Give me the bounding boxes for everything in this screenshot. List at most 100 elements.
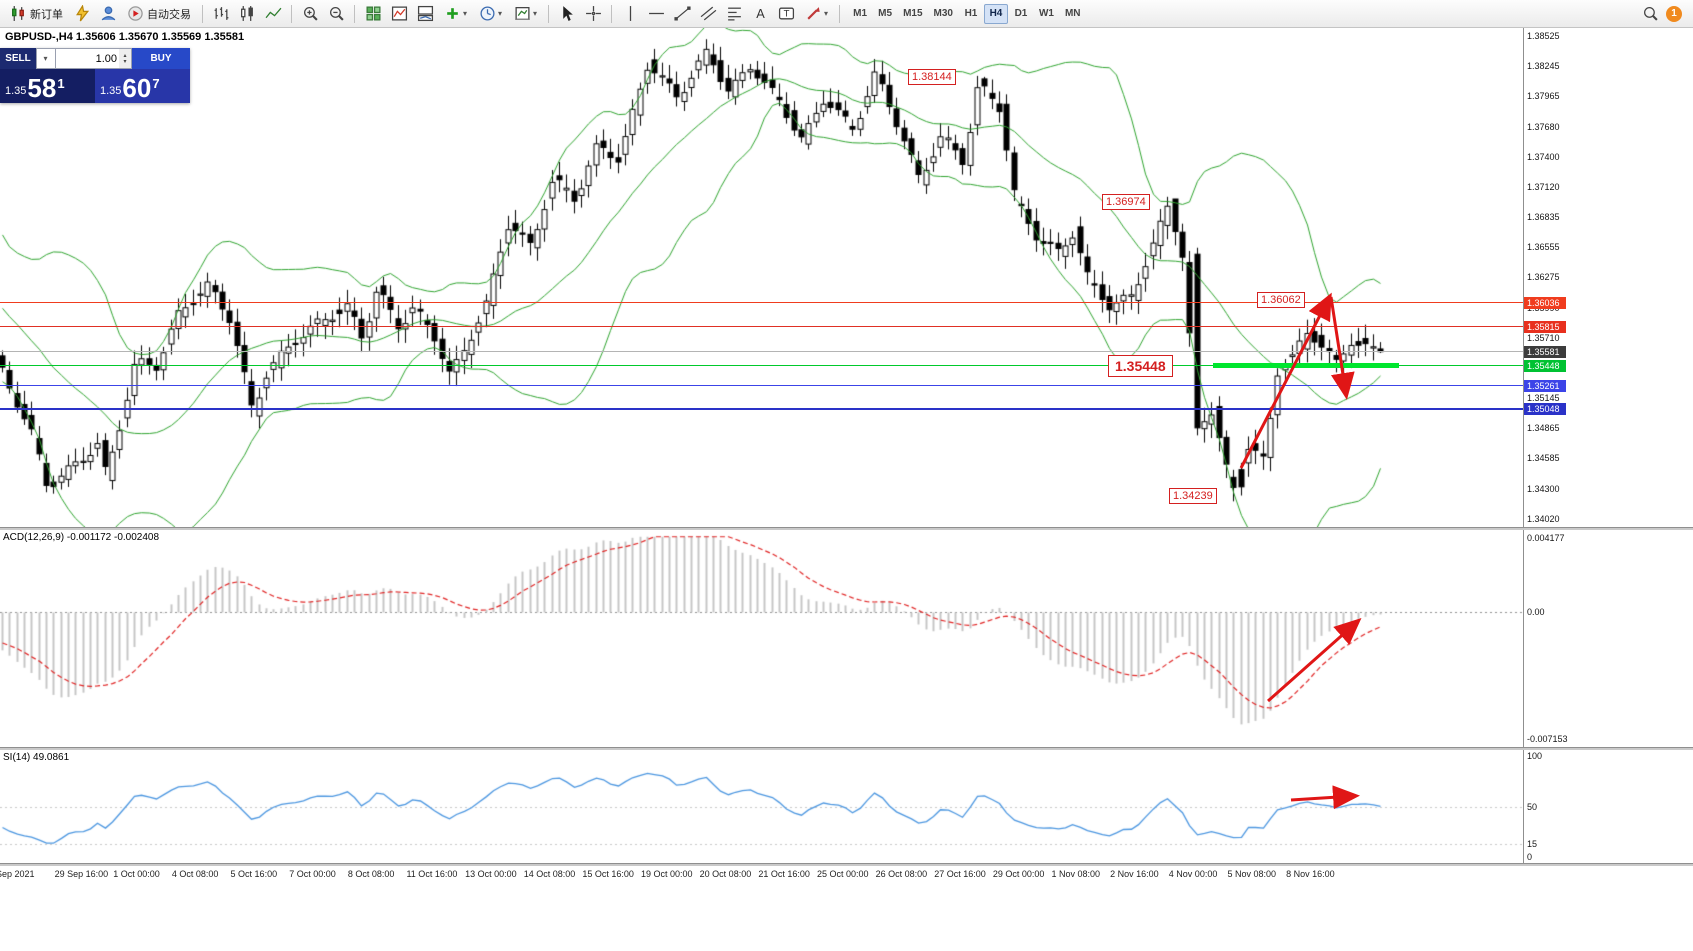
price-axis-label: 1.37120 xyxy=(1527,181,1560,192)
new-order-label: 新订单 xyxy=(30,8,63,21)
time-axis-label: 11 Oct 16:00 xyxy=(406,869,458,879)
rsi-panel-canvas[interactable] xyxy=(0,750,1523,863)
buy-price-big: 60 xyxy=(122,73,152,103)
level-line[interactable] xyxy=(0,302,1523,304)
sell-price-sup: 1 xyxy=(57,76,65,91)
time-axis-label: 19 Oct 00:00 xyxy=(641,869,693,879)
level-line[interactable] xyxy=(0,365,1523,367)
level-line[interactable] xyxy=(0,326,1523,328)
arrows-dropdown[interactable]: ▾ xyxy=(800,3,833,25)
time-axis-label: 29 Sep 16:00 xyxy=(54,869,109,879)
price-axis-label: 1.37400 xyxy=(1527,151,1560,162)
svg-text:T: T xyxy=(783,9,789,20)
price-annotation[interactable]: 1.38144 xyxy=(908,68,956,85)
toolbar-separator xyxy=(202,4,203,23)
price-annotation[interactable]: 1.36062 xyxy=(1257,292,1305,309)
macd-panel-canvas[interactable] xyxy=(0,530,1523,747)
time-axis-label: 1 Nov 08:00 xyxy=(1051,869,1101,879)
clock-icon xyxy=(479,5,496,22)
chevron-down-icon: ▾ xyxy=(498,9,503,18)
panel-divider[interactable] xyxy=(0,747,1693,750)
price-axis-label: 1.34020 xyxy=(1527,514,1560,524)
candle-chart-button[interactable] xyxy=(235,3,259,25)
crosshair-button[interactable] xyxy=(581,3,605,25)
spin-up-icon[interactable]: ▴ xyxy=(123,52,127,59)
timeframe-m1[interactable]: M1 xyxy=(853,8,868,19)
metaeditor-button[interactable] xyxy=(70,3,94,25)
order-type-dropdown[interactable]: ▾ xyxy=(36,48,56,69)
sell-price-big: 58 xyxy=(27,73,57,103)
volume-stepper[interactable]: ▴ ▾ xyxy=(119,49,131,68)
level-line[interactable] xyxy=(0,407,1523,410)
channel-tool[interactable] xyxy=(696,3,720,25)
price-tag: 1.35815 xyxy=(1524,320,1566,333)
timeframe-w1[interactable]: W1 xyxy=(1038,8,1054,19)
sell-button[interactable]: SELL xyxy=(0,48,36,69)
text-tool[interactable]: A xyxy=(748,3,772,25)
add-indicator-dropdown[interactable]: ▾ xyxy=(439,3,472,25)
indicator-window-button[interactable] xyxy=(413,3,437,25)
timeframe-h1[interactable]: H1 xyxy=(964,8,978,19)
price-annotation[interactable]: 1.35448 xyxy=(1108,354,1173,377)
auto-trading-button[interactable]: 自动交易 xyxy=(122,3,196,25)
price-axis-label: 1.35710 xyxy=(1527,332,1560,343)
price-annotation[interactable]: 1.34239 xyxy=(1169,487,1217,504)
price-annotation[interactable]: 1.36974 xyxy=(1102,194,1150,211)
buy-price-display[interactable]: 1.35 60 7 xyxy=(95,69,190,103)
periods-dropdown[interactable]: ▾ xyxy=(474,3,507,25)
indicators-button[interactable] xyxy=(387,3,411,25)
timeframe-m15[interactable]: M15 xyxy=(903,8,923,19)
price-axis-label: 1.36275 xyxy=(1527,272,1560,283)
new-order-button[interactable]: 新订单 xyxy=(5,3,68,25)
trendline-tool[interactable] xyxy=(670,3,694,25)
line-chart-button[interactable] xyxy=(261,3,285,25)
toolbar-separator xyxy=(839,4,841,23)
panel-divider[interactable] xyxy=(0,527,1693,530)
timeframe-d1[interactable]: D1 xyxy=(1014,8,1028,19)
buy-button[interactable]: BUY xyxy=(132,48,190,69)
macd-axis-label: -0.007153 xyxy=(1527,734,1568,744)
search-button[interactable] xyxy=(1638,3,1662,25)
price-chart-canvas[interactable] xyxy=(0,28,1523,527)
timeframe-mn[interactable]: MN xyxy=(1064,8,1081,19)
bar-chart-button[interactable] xyxy=(209,3,233,25)
zoom-in-icon xyxy=(302,5,319,22)
notification-badge[interactable]: 1 xyxy=(1666,5,1682,22)
time-axis-label: 5 Oct 16:00 xyxy=(230,869,278,879)
volume-input[interactable] xyxy=(56,48,132,69)
zoom-out-button[interactable] xyxy=(324,3,348,25)
time-axis-label: 5 Nov 08:00 xyxy=(1227,869,1276,879)
level-line[interactable] xyxy=(0,385,1523,387)
price-axis-border xyxy=(1523,28,1524,863)
fibonacci-tool[interactable] xyxy=(722,3,746,25)
cursor-button[interactable] xyxy=(555,3,579,25)
level-line[interactable] xyxy=(0,351,1523,353)
time-axis-label: Sep 2021 xyxy=(0,869,35,879)
time-axis-label: 2 Nov 16:00 xyxy=(1110,869,1159,879)
time-axis-label: 29 Oct 00:00 xyxy=(992,869,1045,879)
templates-dropdown[interactable]: ▾ xyxy=(509,3,542,25)
price-axis-label: 1.34865 xyxy=(1527,423,1560,434)
timeframe-h4[interactable]: H4 xyxy=(983,3,1008,24)
timeframe-m5[interactable]: M5 xyxy=(878,8,893,19)
profiles-button[interactable] xyxy=(96,3,120,25)
svg-text:A: A xyxy=(756,6,765,21)
horizontal-line-tool[interactable] xyxy=(644,3,668,25)
vertical-line-tool[interactable] xyxy=(618,3,642,25)
spin-down-icon[interactable]: ▾ xyxy=(123,58,127,65)
time-axis-label: 7 Oct 00:00 xyxy=(289,869,336,879)
zoom-in-button[interactable] xyxy=(298,3,322,25)
tile-windows-button[interactable] xyxy=(361,3,385,25)
price-tag: 1.35448 xyxy=(1524,359,1566,372)
time-axis-label: 25 Oct 00:00 xyxy=(816,869,869,879)
candle-chart-icon xyxy=(239,5,256,22)
price-tag: 1.36036 xyxy=(1524,296,1566,309)
volume-field: ▴▾ xyxy=(56,48,132,69)
buy-price-sup: 7 xyxy=(152,76,160,91)
sell-price-display[interactable]: 1.35 58 1 xyxy=(0,69,95,103)
timeframe-toolbar: M1 M5 M15 M30 H1 H4 D1 W1 MN xyxy=(848,3,1085,24)
support-line-segment[interactable] xyxy=(1213,363,1399,369)
indicator-window-icon xyxy=(417,5,434,22)
auto-trading-label: 自动交易 xyxy=(147,8,191,21)
timeframe-m30[interactable]: M30 xyxy=(933,8,953,19)
